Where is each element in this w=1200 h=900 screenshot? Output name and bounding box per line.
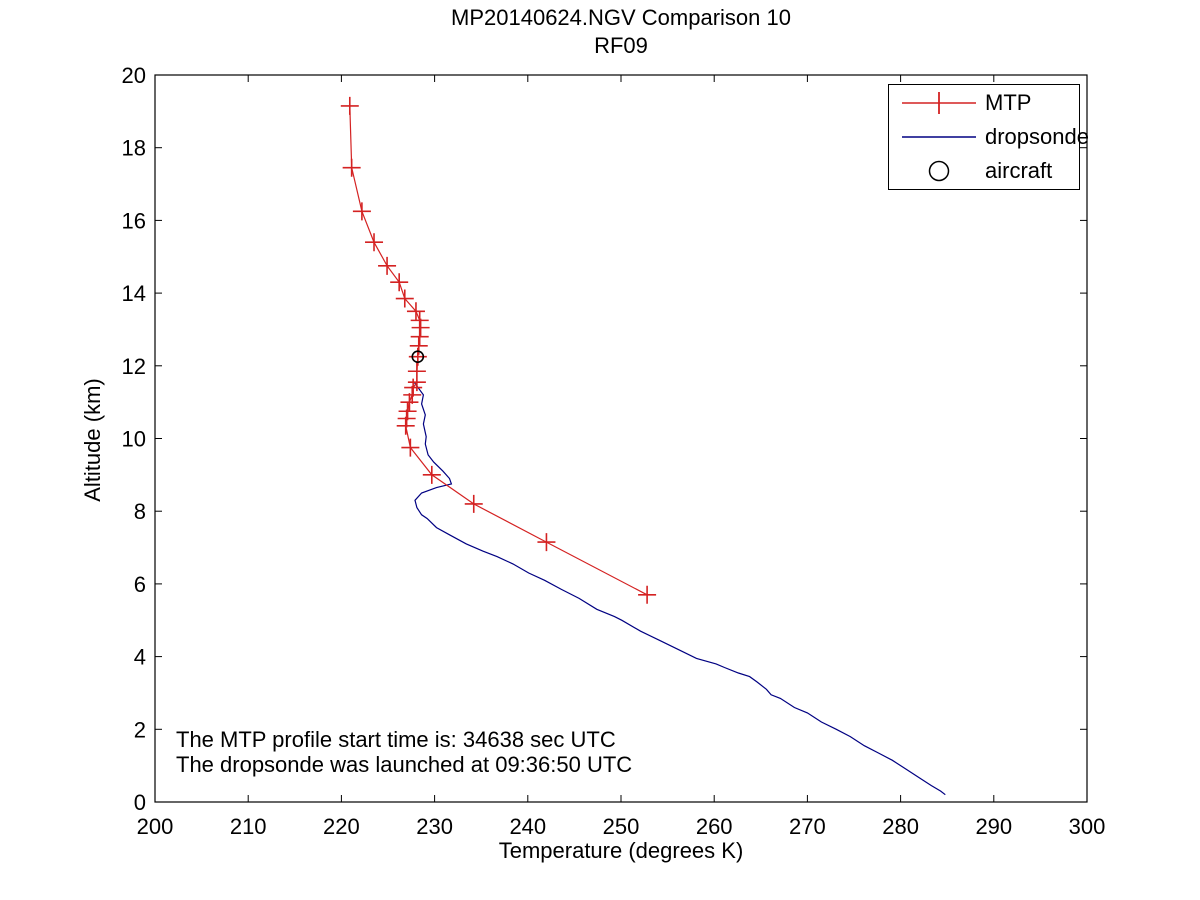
legend-label-aircraft: aircraft (985, 158, 1053, 183)
dropsonde-line-icon (902, 136, 976, 138)
mtp-plus-markers (340, 96, 657, 604)
x-tick-label: 300 (1069, 814, 1106, 839)
x-tick-label: 290 (975, 814, 1012, 839)
y-tick-label: 6 (134, 572, 146, 597)
y-tick-label: 18 (122, 136, 146, 161)
mtp-series-line (349, 105, 648, 596)
x-tick-label: 220 (323, 814, 360, 839)
aircraft-marker (411, 350, 425, 364)
x-axis-label: Temperature (degrees K) (498, 838, 744, 863)
chart-title-line1: MP20140624.NGV Comparison 10 (451, 5, 791, 30)
x-tick-label: 240 (509, 814, 546, 839)
chart-title-line2: RF09 (594, 33, 648, 58)
legend-label-dropsonde: dropsonde (985, 124, 1089, 149)
y-tick-label: 2 (134, 717, 146, 742)
y-tick-label: 20 (122, 63, 146, 88)
x-tick-label: 270 (789, 814, 826, 839)
y-axis-label: Altitude (km) (80, 378, 105, 502)
legend-item-aircraft: aircraft (889, 155, 1079, 187)
y-tick-label: 4 (134, 645, 146, 670)
annotation-mtp-start-time: The MTP profile start time is: 34638 sec… (176, 727, 616, 752)
x-tick-label: 200 (137, 814, 174, 839)
legend-item-dropsonde: dropsonde (889, 121, 1089, 153)
chart-title: MP20140624.NGV Comparison 10 RF09 (155, 4, 1087, 60)
y-tick-label: 10 (122, 427, 146, 452)
legend-box: MTP dropsonde aircraft (888, 84, 1089, 190)
x-tick-label: 250 (603, 814, 640, 839)
y-tick-label: 8 (134, 499, 146, 524)
y-tick-label: 0 (134, 790, 146, 815)
x-tick-label: 280 (882, 814, 919, 839)
mtp-line-plus-icon (902, 92, 976, 114)
y-tick-label: 16 (122, 208, 146, 233)
y-tick-label: 12 (122, 354, 146, 379)
legend-label-mtp: MTP (985, 90, 1032, 115)
aircraft-circle-icon (928, 160, 950, 182)
legend-item-mtp: MTP (889, 87, 1079, 119)
x-tick-label: 260 (696, 814, 733, 839)
dropsonde-series-line (413, 381, 946, 796)
y-tick-label: 14 (122, 281, 146, 306)
x-tick-label: 230 (416, 814, 453, 839)
annotation-dropsonde-launch-time: The dropsonde was launched at 09:36:50 U… (176, 752, 633, 777)
x-tick-label: 210 (230, 814, 267, 839)
